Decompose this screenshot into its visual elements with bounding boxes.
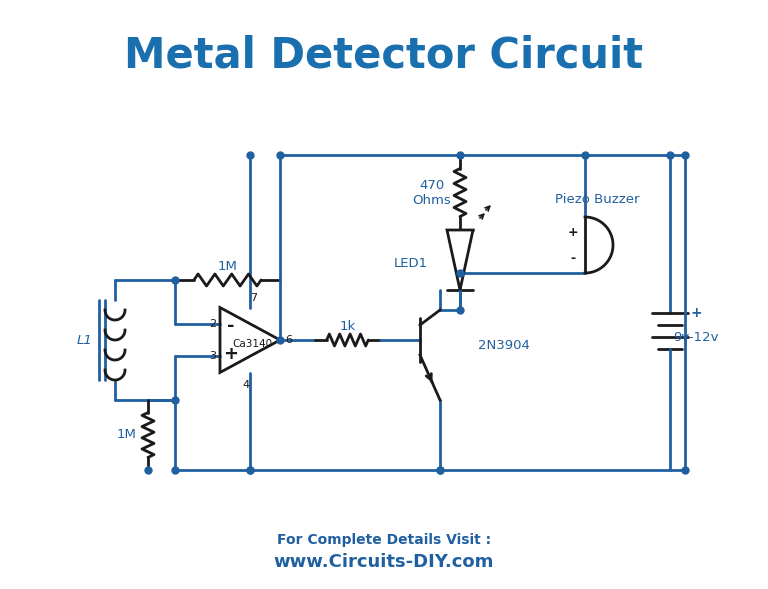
Text: -: - xyxy=(571,252,575,264)
Text: 2: 2 xyxy=(210,319,217,329)
Text: 9v-12v: 9v-12v xyxy=(674,330,719,343)
Text: 1M: 1M xyxy=(116,429,136,442)
Text: 6: 6 xyxy=(286,335,293,345)
Text: 2N3904: 2N3904 xyxy=(478,339,530,352)
Text: www.Circuits-DIY.com: www.Circuits-DIY.com xyxy=(274,553,494,571)
Polygon shape xyxy=(447,230,473,290)
Text: +: + xyxy=(223,345,239,363)
Text: Metal Detector Circuit: Metal Detector Circuit xyxy=(124,34,644,76)
Text: Piezo Buzzer: Piezo Buzzer xyxy=(554,193,639,206)
Text: 1k: 1k xyxy=(339,319,356,333)
Text: Ca3140: Ca3140 xyxy=(232,339,272,349)
Text: LED1: LED1 xyxy=(394,256,428,270)
Text: 1M: 1M xyxy=(217,260,237,273)
Text: 470
Ohms: 470 Ohms xyxy=(412,178,452,207)
Text: 3: 3 xyxy=(210,351,217,361)
Text: +: + xyxy=(690,306,702,320)
Text: 4: 4 xyxy=(243,379,250,389)
Text: L1: L1 xyxy=(77,333,93,346)
Text: For Complete Details Visit :: For Complete Details Visit : xyxy=(277,533,491,547)
Text: -: - xyxy=(227,317,235,335)
Text: 7: 7 xyxy=(250,293,257,303)
Text: +: + xyxy=(568,226,578,239)
